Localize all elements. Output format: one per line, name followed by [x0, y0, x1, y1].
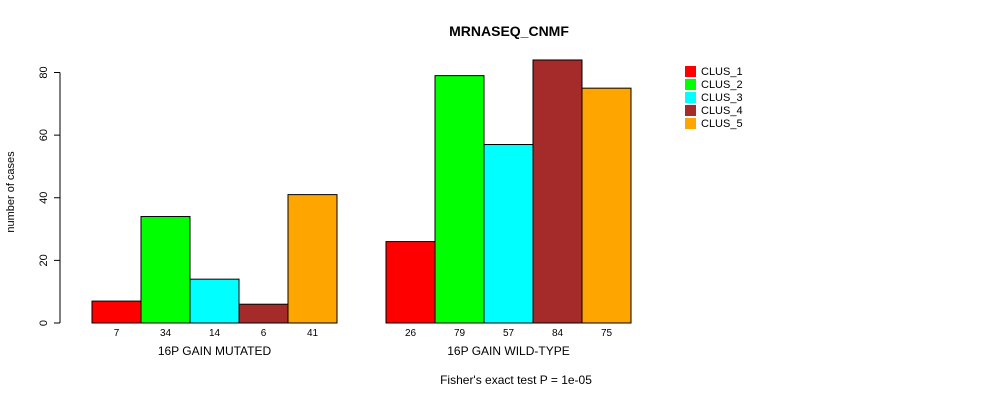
bar-count-labels: 7 34 14 6 41 26 79 57 84 75	[114, 328, 613, 339]
bar-clus-3-group-2	[483, 144, 534, 324]
footer-note: Fisher's exact test P = 1e-05	[440, 373, 592, 387]
legend-swatch-clus-3	[685, 92, 696, 103]
legend-label-clus-1: CLUS_1	[701, 66, 743, 78]
bar-clus-2-group-1	[140, 216, 191, 324]
legend-label-clus-3: CLUS_3	[701, 92, 743, 104]
legend-swatch-clus-1	[685, 66, 696, 77]
legend-label-clus-2: CLUS_2	[701, 79, 743, 91]
group-labels: 16P GAIN MUTATED 16P GAIN WILD-TYPE	[158, 344, 570, 358]
legend-swatch-clus-2	[685, 79, 696, 90]
bar-count-label: 6	[261, 328, 267, 339]
bar-clus-5-group-1	[287, 194, 338, 324]
legend-swatch-clus-4	[685, 105, 696, 116]
bar-count-label: 34	[160, 328, 172, 339]
bar-clus-5-group-2	[581, 87, 632, 324]
bars	[91, 59, 632, 324]
bar-clus-1-group-2	[385, 241, 436, 324]
y-tick-label: 0	[38, 320, 50, 326]
y-tick-label: 60	[38, 129, 50, 141]
y-axis-label: number of cases	[5, 151, 17, 233]
legend-swatch-clus-5	[685, 118, 696, 129]
y-tick-label: 80	[38, 66, 50, 78]
y-tick-label: 40	[38, 192, 50, 204]
y-tick-label: 20	[38, 254, 50, 266]
bar-count-label: 84	[552, 328, 564, 339]
group-label-2: 16P GAIN WILD-TYPE	[447, 344, 569, 358]
bar-clus-4-group-1	[238, 303, 289, 324]
bar-clus-1-group-1	[91, 300, 142, 324]
chart-title: MRNASEQ_CNMF	[449, 23, 569, 39]
bar-count-label: 7	[114, 328, 120, 339]
legend-label-clus-4: CLUS_4	[701, 105, 743, 117]
legend-label-clus-5: CLUS_5	[701, 118, 743, 130]
bar-count-label: 75	[601, 328, 613, 339]
group-label-1: 16P GAIN MUTATED	[158, 344, 272, 358]
bar-count-label: 41	[307, 328, 319, 339]
bar-clus-2-group-2	[434, 75, 485, 324]
y-axis: 0 20 40 60 80	[38, 66, 61, 326]
bar-clus-3-group-1	[189, 278, 240, 324]
bar-count-label: 79	[454, 328, 466, 339]
bar-count-label: 26	[405, 328, 417, 339]
bar-count-label: 57	[503, 328, 515, 339]
bar-clus-4-group-2	[532, 59, 583, 324]
bar-count-label: 14	[209, 328, 221, 339]
